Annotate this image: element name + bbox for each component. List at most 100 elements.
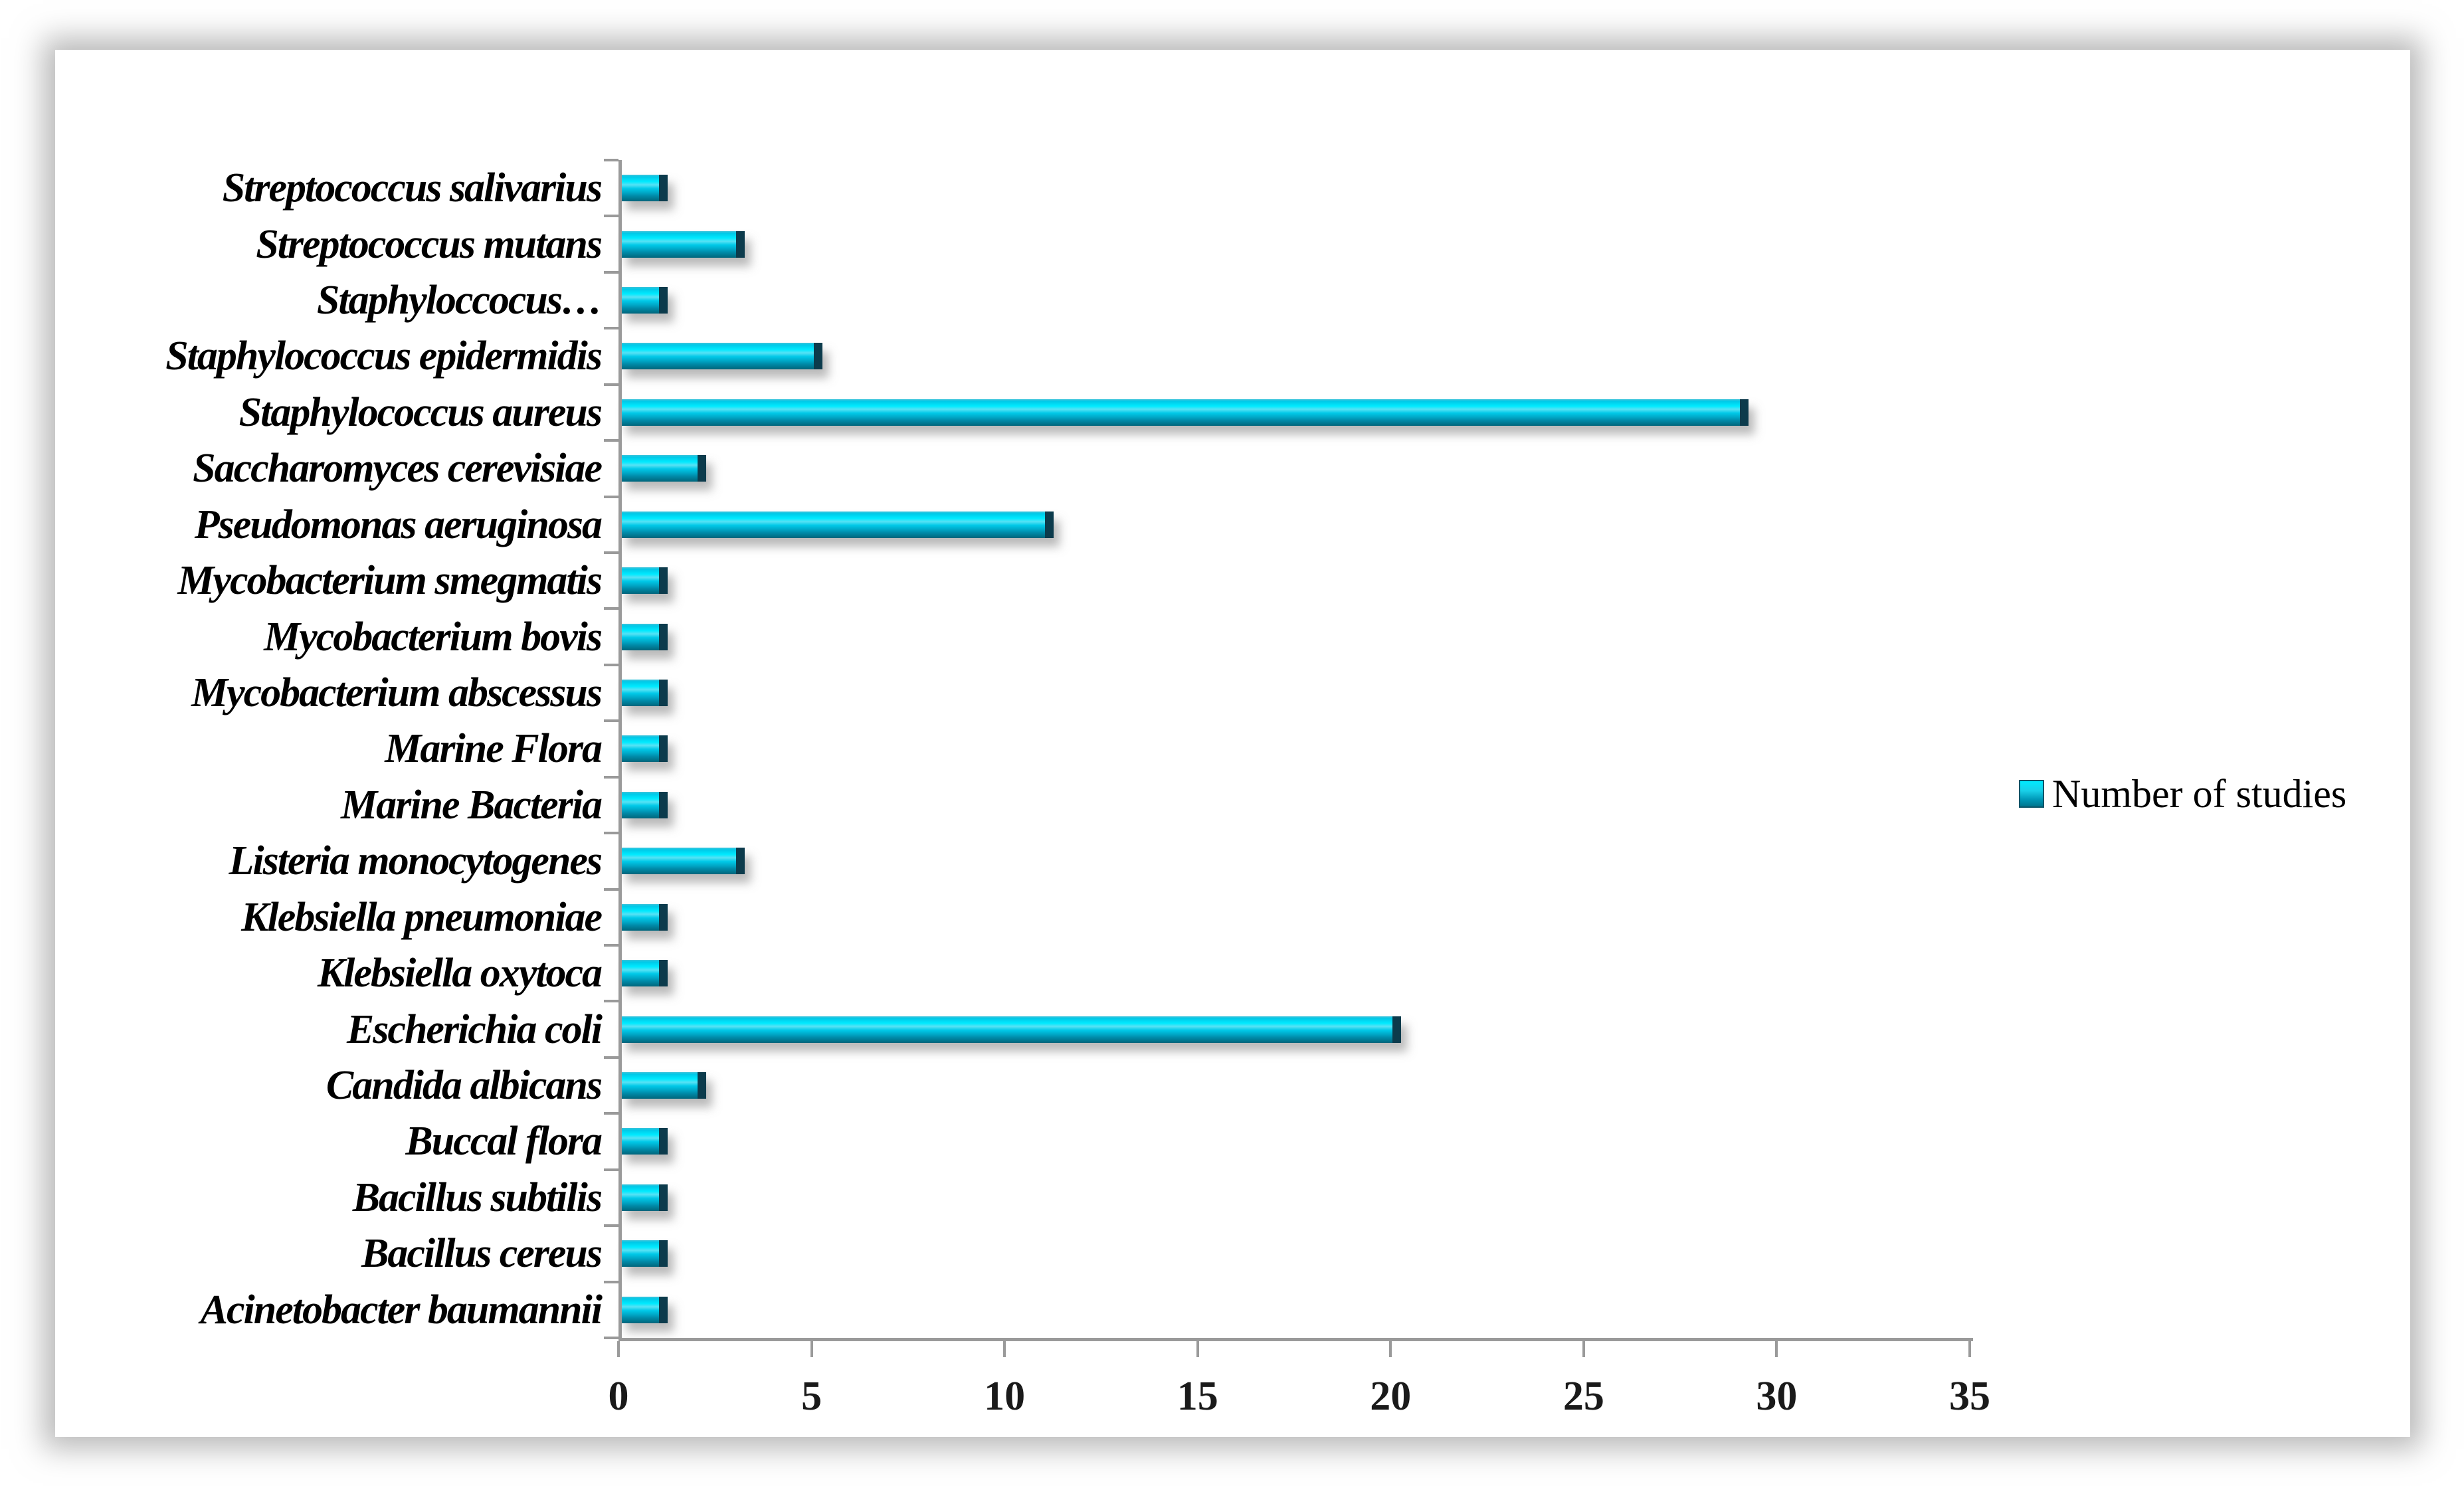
bar-track bbox=[618, 777, 1970, 833]
bar bbox=[620, 455, 707, 482]
bar-track bbox=[618, 833, 1970, 889]
bar bbox=[620, 567, 668, 595]
y-axis-tick bbox=[604, 270, 618, 274]
bar-track bbox=[618, 1113, 1970, 1169]
x-axis-tick bbox=[617, 1341, 620, 1357]
bar bbox=[620, 848, 745, 875]
bar bbox=[620, 1240, 668, 1267]
bar-track bbox=[618, 1170, 1970, 1226]
chart-row: Acinetobacter baumannii bbox=[55, 1281, 1970, 1337]
chart-row: Saccharomyces cerevisiae bbox=[55, 440, 1970, 496]
y-axis-tick bbox=[604, 495, 618, 498]
y-axis-tick bbox=[604, 607, 618, 610]
category-label: Streptococcus salivarius bbox=[222, 165, 603, 211]
category-label: Acinetobacter baumannii bbox=[200, 1287, 603, 1333]
x-tick-label: 15 bbox=[1177, 1374, 1218, 1419]
y-axis-tick bbox=[604, 832, 618, 835]
category-label: Bacillus subtilis bbox=[352, 1174, 603, 1220]
bar-track bbox=[618, 385, 1970, 440]
category-label: Bacillus cereus bbox=[361, 1231, 603, 1277]
y-axis-tick bbox=[604, 1280, 618, 1283]
y-axis-tick bbox=[604, 663, 618, 666]
category-label: Streptococcus mutans bbox=[256, 221, 603, 267]
chart-row: Staphylococcus epidermidis bbox=[55, 328, 1970, 384]
legend-label: Number of studies bbox=[2052, 772, 2347, 816]
category-label: Staphyloccocus… bbox=[316, 278, 603, 324]
bar bbox=[620, 735, 668, 763]
chart-row: Marine Bacteria bbox=[55, 777, 1970, 833]
bar-track bbox=[618, 328, 1970, 384]
chart-row: Listeria monocytogenes bbox=[55, 833, 1970, 889]
bar bbox=[620, 960, 668, 987]
x-axis-tick bbox=[1389, 1341, 1392, 1357]
bar-track bbox=[618, 665, 1970, 721]
chart-row: Streptococcus salivarius bbox=[55, 160, 1970, 216]
bar-track bbox=[618, 440, 1970, 496]
x-axis-tick bbox=[1968, 1341, 1971, 1357]
x-axis-tick bbox=[1775, 1341, 1778, 1357]
x-axis-tick bbox=[1196, 1341, 1199, 1357]
bar-track bbox=[618, 160, 1970, 216]
bar bbox=[620, 1128, 668, 1155]
x-tick-label: 30 bbox=[1756, 1374, 1798, 1419]
bar-track bbox=[618, 272, 1970, 328]
x-tick-label: 5 bbox=[801, 1374, 822, 1419]
category-label: Buccal flora bbox=[405, 1119, 603, 1164]
chart-row: Streptococcus mutans bbox=[55, 216, 1970, 272]
y-axis-tick bbox=[604, 1168, 618, 1171]
legend: Number of studies bbox=[2019, 769, 2346, 819]
bar bbox=[620, 511, 1054, 538]
category-label: Klebsiella oxytoca bbox=[317, 951, 603, 996]
chart-row: Escherichia coli bbox=[55, 1001, 1970, 1057]
bar bbox=[620, 399, 1749, 426]
y-axis-tick bbox=[604, 943, 618, 947]
category-label: Candida albicans bbox=[326, 1062, 603, 1108]
x-tick-label: 35 bbox=[1949, 1374, 1990, 1419]
category-label: Staphylococcus epidermidis bbox=[165, 333, 603, 379]
y-axis-tick bbox=[604, 327, 618, 330]
bar bbox=[620, 1071, 707, 1099]
bar-track bbox=[618, 553, 1970, 608]
category-label: Listeria monocytogenes bbox=[229, 838, 603, 884]
category-label: Mycobacterium abscessus bbox=[191, 670, 603, 715]
chart-row: Mycobacterium abscessus bbox=[55, 665, 1970, 721]
x-tick-label: 20 bbox=[1370, 1374, 1412, 1419]
bar-track bbox=[618, 1226, 1970, 1281]
y-axis-tick bbox=[604, 1056, 618, 1059]
category-label: Marine Bacteria bbox=[341, 782, 603, 828]
y-axis-tick bbox=[604, 159, 618, 161]
bar bbox=[620, 343, 822, 370]
bar-track bbox=[618, 1281, 1970, 1337]
category-label: Escherichia coli bbox=[346, 1006, 603, 1052]
y-axis-tick bbox=[604, 1000, 618, 1003]
bar-track bbox=[618, 497, 1970, 553]
category-label: Pseudomonas aeruginosa bbox=[194, 502, 603, 547]
bar-track bbox=[618, 721, 1970, 777]
bar-track bbox=[618, 945, 1970, 1001]
chart-row: Mycobacterium bovis bbox=[55, 608, 1970, 664]
category-label: Mycobacterium bovis bbox=[264, 614, 603, 660]
x-axis-tick bbox=[1003, 1341, 1006, 1357]
bar-track bbox=[618, 216, 1970, 272]
x-axis-tick-labels: 0 5 10 15 20 25 30 35 bbox=[609, 1374, 1991, 1429]
y-axis-tick bbox=[604, 1224, 618, 1228]
chart-row: Klebsiella pneumoniae bbox=[55, 889, 1970, 945]
chart-row: Bacillus subtilis bbox=[55, 1170, 1970, 1226]
x-axis-ticks bbox=[617, 1341, 1971, 1357]
y-axis-tick bbox=[604, 1337, 618, 1339]
x-tick-label: 0 bbox=[608, 1374, 629, 1419]
x-tick-label: 25 bbox=[1563, 1374, 1604, 1419]
category-label: Klebsiella pneumoniae bbox=[241, 894, 603, 940]
bar bbox=[620, 1296, 668, 1323]
x-tick-label: 10 bbox=[984, 1374, 1026, 1419]
category-label: Staphylococcus aureus bbox=[238, 389, 603, 435]
bar bbox=[620, 1184, 668, 1211]
chart-row: Mycobacterium smegmatis bbox=[55, 553, 1970, 608]
chart-frame: Streptococcus salivarius Streptococcus mu… bbox=[55, 50, 2410, 1437]
y-axis-tick bbox=[604, 439, 618, 442]
chart-row: Klebsiella oxytoca bbox=[55, 945, 1970, 1001]
x-axis-line bbox=[618, 1338, 1973, 1341]
bar bbox=[620, 287, 668, 314]
chart-row: Staphyloccocus… bbox=[55, 272, 1970, 328]
